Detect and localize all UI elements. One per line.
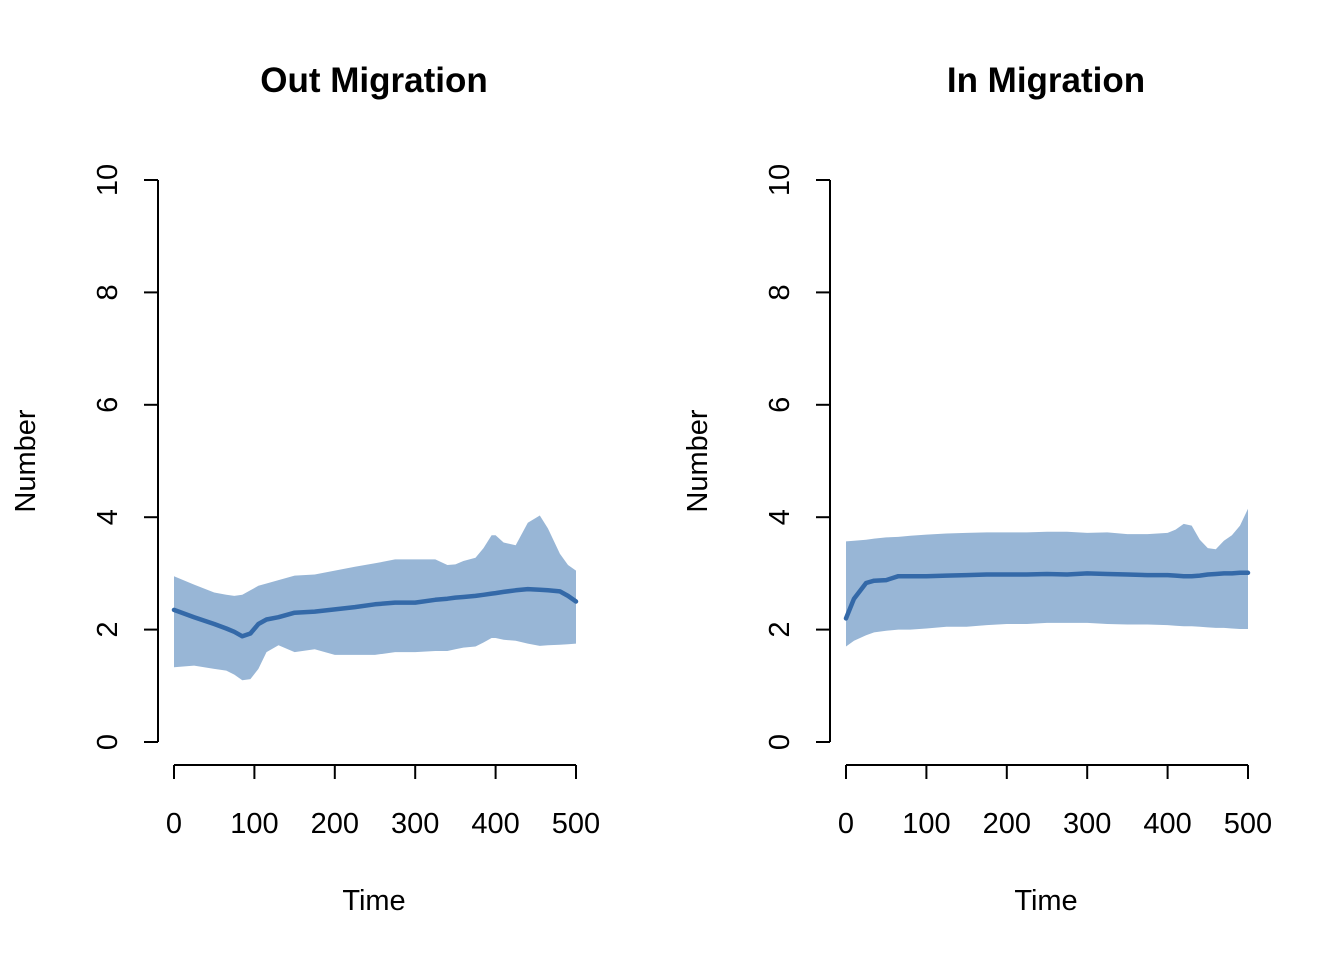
x-tick-label: 0 — [838, 808, 854, 840]
x-tick-label: 500 — [1224, 808, 1272, 840]
mean-line — [171, 586, 579, 639]
mean-line — [843, 570, 1251, 621]
x-tick-label: 400 — [1143, 808, 1191, 840]
x-tick-label: 400 — [471, 808, 519, 840]
x-tick-label: 200 — [311, 808, 359, 840]
y-tick-label: 0 — [764, 734, 796, 750]
x-axis-label: Time — [342, 885, 405, 917]
y-tick-label: 4 — [92, 509, 124, 525]
x-tick-label: 100 — [902, 808, 950, 840]
confidence-band — [174, 515, 576, 681]
y-axis-label: Number — [682, 409, 714, 512]
y-tick-label: 4 — [764, 509, 796, 525]
y-axis: 0 2 4 6 8 10 — [92, 164, 158, 750]
panel-out-migration: Out Migration 0 2 4 6 8 10 0 100 200 300 400 500 T… — [10, 61, 600, 917]
y-tick-label: 2 — [92, 622, 124, 638]
chart-title: Out Migration — [260, 61, 487, 100]
y-axis: 0 2 4 6 8 10 — [764, 164, 830, 750]
x-tick-label: 200 — [983, 808, 1031, 840]
x-tick-label: 300 — [391, 808, 439, 840]
x-tick-label: 500 — [552, 808, 600, 840]
y-tick-label: 2 — [764, 622, 796, 638]
y-tick-label: 0 — [92, 734, 124, 750]
y-tick-label: 10 — [764, 164, 796, 196]
x-axis-label: Time — [1014, 885, 1077, 917]
y-tick-label: 8 — [764, 284, 796, 300]
x-axis: 0 100 200 300 400 500 — [166, 765, 600, 840]
y-tick-label: 6 — [764, 397, 796, 413]
y-tick-label: 8 — [92, 284, 124, 300]
y-tick-label: 6 — [92, 397, 124, 413]
y-tick-label: 10 — [92, 164, 124, 196]
x-tick-label: 0 — [166, 808, 182, 840]
chart-title: In Migration — [947, 61, 1145, 100]
panel-in-migration: In Migration 0 2 4 6 8 10 0 100 200 300 400 500 Ti… — [682, 61, 1272, 917]
x-tick-label: 300 — [1063, 808, 1111, 840]
x-axis: 0 100 200 300 400 500 — [838, 765, 1272, 840]
x-tick-label: 100 — [230, 808, 278, 840]
confidence-band — [846, 508, 1248, 647]
y-axis-label: Number — [10, 409, 42, 512]
